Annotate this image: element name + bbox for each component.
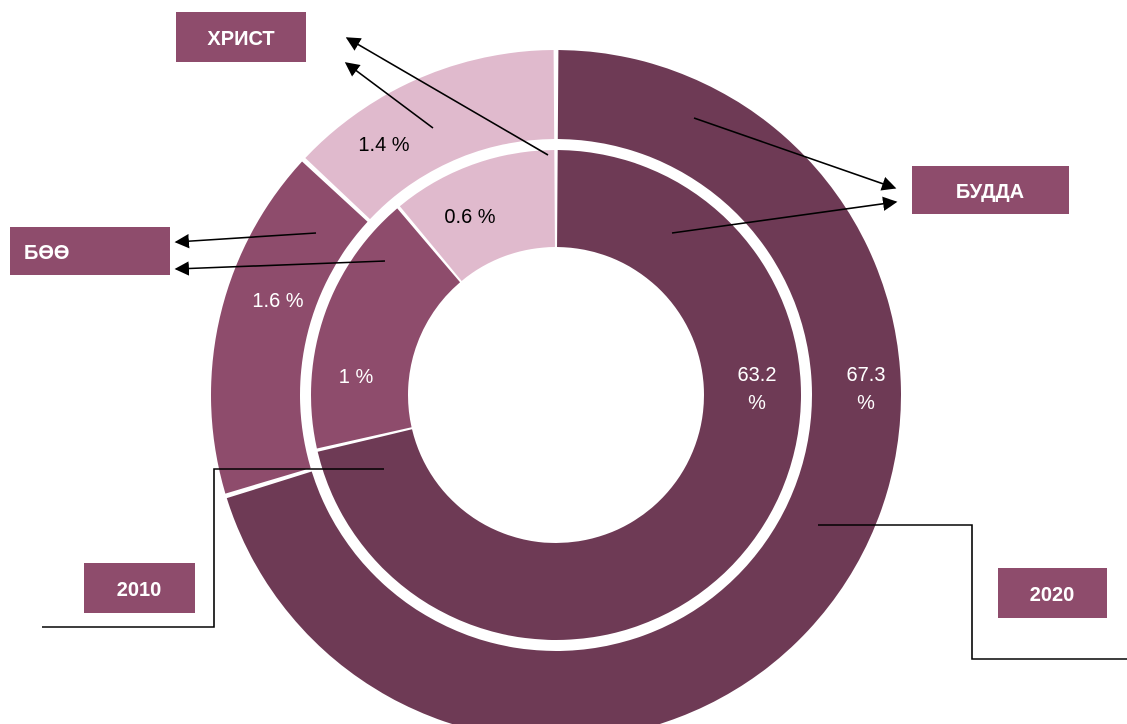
slice-boo-2020 [211, 161, 368, 494]
label-boo: БӨӨ [24, 242, 70, 264]
label-box-2010: 2010 [84, 563, 195, 613]
arrow-buddha-inner [671, 196, 898, 234]
slice-value-christ-2010: 0.6 % [444, 206, 495, 228]
label-box-boo-bg [10, 227, 170, 275]
inner-ring-2010 [310, 150, 802, 640]
label-buddha: БУДДА [956, 181, 1024, 203]
leader-line-2020 [818, 524, 1127, 660]
outer-ring-2020 [211, 50, 901, 724]
leader-line-2010 [42, 468, 384, 628]
slice-value-buddha-2020: 67.3% [847, 364, 886, 414]
slice-value-christ-2020: 1.4 % [358, 134, 409, 156]
label-2020: 2020 [1030, 584, 1075, 606]
label-box-christ: ХРИСТ [176, 12, 306, 62]
label-box-2020: 2020 [998, 568, 1107, 618]
label-box-2010-bg [84, 563, 195, 613]
arrow-buddha-outer [693, 117, 897, 191]
arrow-christ-outer [344, 62, 434, 129]
slice-christ-2020 [305, 50, 555, 220]
label-box-boo: БӨӨ [10, 227, 170, 275]
slice-value-boo-2020: 1.6 % [252, 290, 303, 312]
arrow-christ-inner [345, 37, 549, 156]
connectors [42, 37, 1127, 660]
arrow-boo-outer [174, 232, 317, 249]
arrow-boo-inner [174, 260, 386, 276]
label-box-2020-bg [998, 568, 1107, 618]
label-box-buddha-bg [912, 166, 1069, 214]
label-christ: ХРИСТ [207, 28, 274, 50]
slice-boo-2010 [310, 208, 461, 449]
slice-buddha-2010 [317, 150, 802, 640]
slice-labels: 67.3 % 1.6 % 1.4 % 63.2 % 1 % 0.6 % [252, 134, 885, 414]
label-box-christ-bg [176, 12, 306, 62]
label-2010: 2010 [117, 579, 162, 601]
slice-value-boo-2010: 1 % [339, 366, 374, 388]
slice-value-buddha-2010: 63.2% [738, 364, 777, 414]
label-box-buddha: БУДДА [912, 166, 1069, 214]
slice-christ-2010 [399, 150, 555, 281]
